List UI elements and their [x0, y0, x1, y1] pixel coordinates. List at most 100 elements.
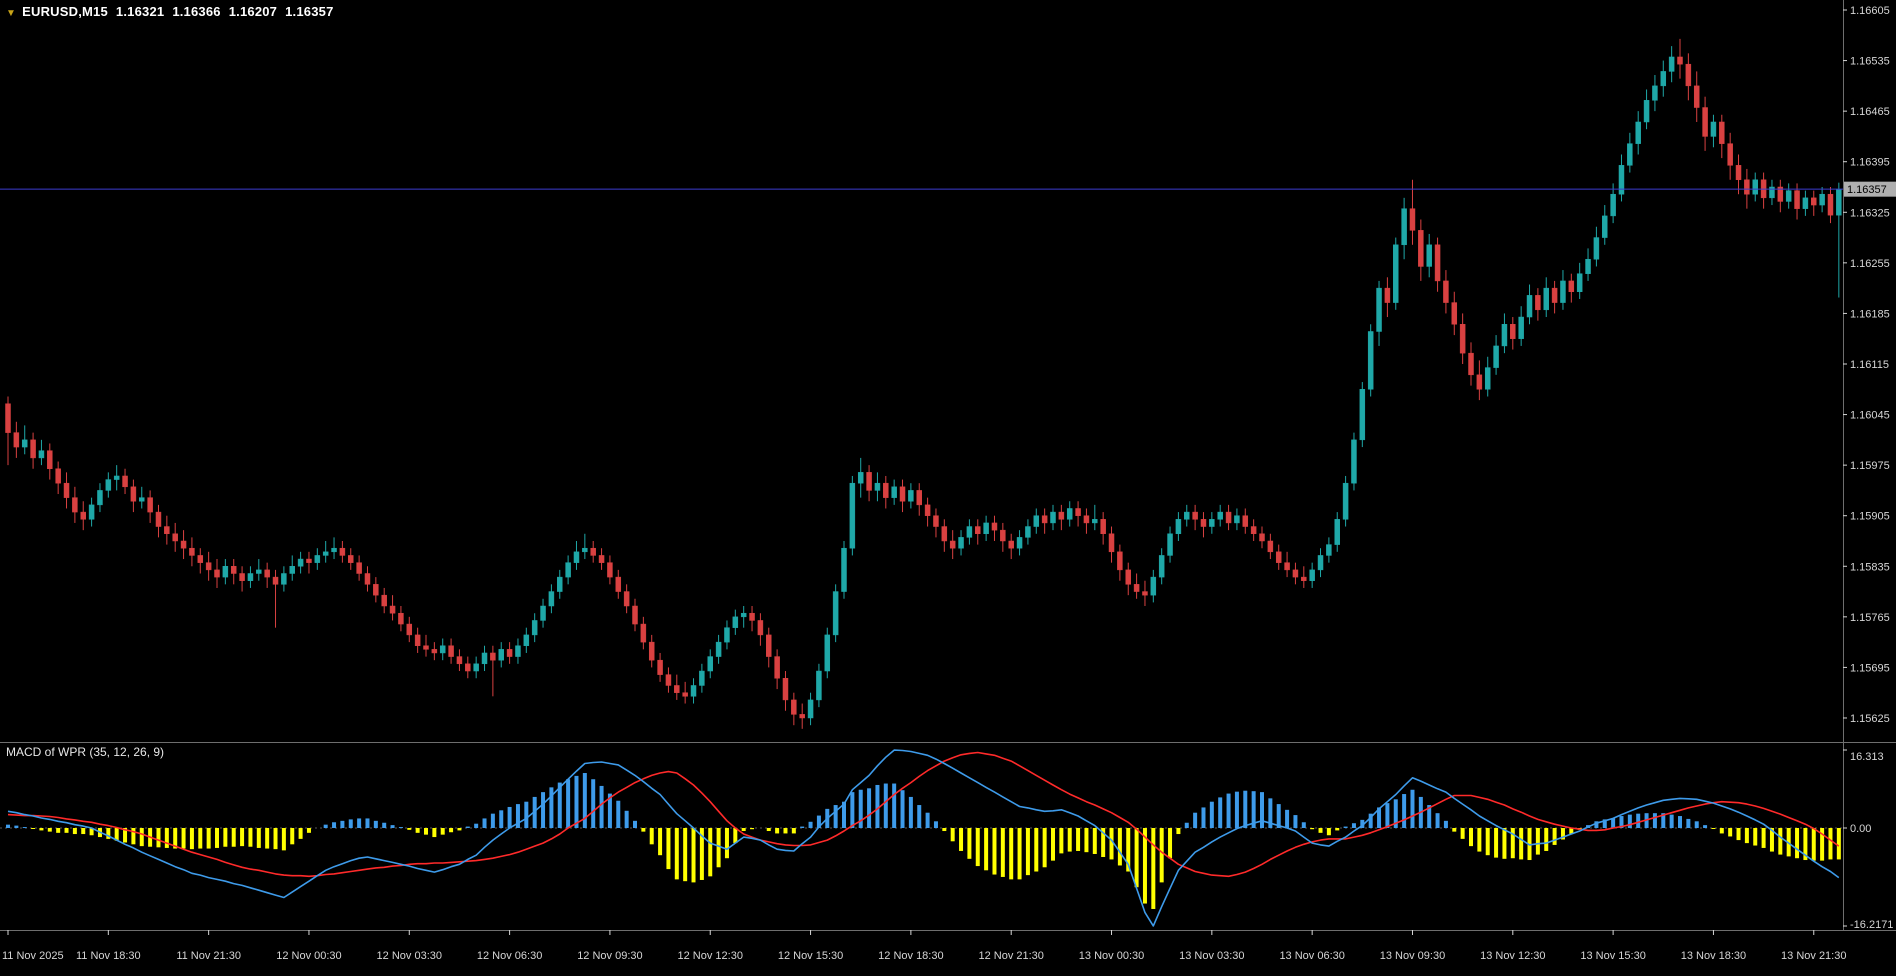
macd-histogram-bar — [1067, 828, 1072, 852]
candle — [607, 562, 613, 578]
indicator-axis-label: 0.00 — [1850, 823, 1871, 835]
macd-histogram-bar — [716, 828, 721, 868]
macd-histogram-bar — [633, 820, 637, 828]
candle — [381, 594, 387, 607]
candle — [55, 468, 61, 484]
macd-histogram-bar — [357, 818, 362, 828]
macd-histogram-bar — [1393, 799, 1398, 828]
candle — [573, 551, 580, 563]
macd-histogram-bar — [1627, 814, 1632, 828]
macd-histogram-bar — [1234, 791, 1239, 828]
macd-histogram-bar — [507, 806, 512, 828]
macd-histogram-bar — [1251, 791, 1256, 828]
symbol-dropdown-icon[interactable]: ▼ — [6, 8, 17, 19]
macd-histogram-bar — [1184, 822, 1189, 828]
candle — [1418, 230, 1424, 267]
candle — [640, 623, 647, 643]
candle — [1108, 533, 1115, 553]
candle — [1710, 121, 1717, 137]
macd-histogram-bar — [281, 828, 286, 851]
candle — [1635, 121, 1641, 144]
macd-histogram-bar — [465, 826, 470, 828]
macd-histogram-bar — [1761, 828, 1766, 848]
macd-histogram-bar — [649, 828, 654, 845]
candle — [1618, 165, 1625, 195]
macd-histogram-bar — [641, 828, 646, 832]
macd-histogram-bar — [892, 783, 897, 828]
time-axis-label: 12 Nov 06:30 — [477, 950, 542, 962]
candle — [757, 620, 764, 636]
candle — [766, 634, 772, 657]
candle — [724, 627, 730, 643]
time-axis[interactable] — [0, 930, 1896, 976]
candle — [80, 511, 86, 520]
macd-histogram-bar — [1360, 819, 1365, 828]
candle — [147, 497, 153, 513]
time-axis-label: 12 Nov 09:30 — [577, 950, 642, 962]
candle — [1777, 186, 1784, 202]
candle — [1334, 519, 1340, 545]
candle — [1133, 584, 1140, 592]
macd-histogram-bar — [724, 828, 729, 859]
macd-histogram-bar — [265, 828, 270, 849]
macd-histogram-bar — [81, 828, 86, 835]
candle — [523, 634, 530, 646]
macd-histogram-bar — [1059, 828, 1064, 854]
candle — [682, 692, 688, 697]
candle — [623, 591, 630, 607]
macd-histogram-bar — [1017, 828, 1022, 880]
candle — [364, 573, 371, 585]
macd-histogram-bar — [1435, 813, 1440, 828]
candle — [799, 714, 805, 719]
candle — [531, 620, 538, 636]
candle — [256, 569, 262, 574]
macd-histogram-bar — [123, 828, 128, 843]
time-axis-label: 11 Nov 21:30 — [176, 950, 241, 962]
macd-histogram-bar — [1402, 794, 1407, 828]
macd-histogram-bar — [373, 820, 378, 828]
candle — [423, 645, 429, 650]
macd-histogram-bar — [64, 828, 69, 833]
candle — [1066, 508, 1073, 520]
candle — [1719, 121, 1725, 144]
candle — [565, 562, 571, 578]
candle — [1342, 482, 1349, 520]
candle — [883, 482, 889, 498]
candle — [398, 612, 404, 625]
macd-histogram-bar — [992, 828, 997, 875]
price-axis-label: 1.15765 — [1850, 612, 1890, 624]
macd-histogram-bar — [766, 828, 771, 832]
candle — [1576, 273, 1583, 292]
candle — [1602, 215, 1608, 238]
price-axis[interactable] — [1843, 0, 1896, 930]
candle — [991, 522, 998, 531]
candle — [916, 490, 922, 506]
macd-histogram-bar — [1410, 789, 1415, 828]
candle — [782, 677, 789, 701]
macd-histogram-bar — [1711, 828, 1716, 829]
indicator-plot-area[interactable] — [0, 742, 1843, 932]
macd-histogram-bar — [1427, 805, 1432, 828]
time-axis-label: 12 Nov 00:30 — [276, 950, 341, 962]
chart-plot-area[interactable] — [0, 0, 1843, 742]
candle — [674, 685, 680, 693]
price-axis-label: 1.16395 — [1850, 157, 1890, 169]
candle — [1092, 519, 1098, 524]
candle — [933, 515, 939, 527]
macd-histogram-bar — [1193, 812, 1198, 828]
price-axis-label: 1.16535 — [1850, 56, 1890, 68]
candle — [1610, 193, 1616, 217]
current-price-tag-label: 1.16357 — [1847, 184, 1887, 196]
macd-histogram-bar — [1544, 828, 1549, 851]
macd-histogram-bar — [850, 792, 855, 828]
price-axis-label: 1.16325 — [1850, 207, 1890, 219]
macd-histogram-bar — [1051, 828, 1055, 861]
macd-histogram-bar — [1385, 803, 1390, 828]
candle — [540, 605, 546, 621]
price-axis-label: 1.16115 — [1850, 359, 1889, 371]
candle — [105, 479, 112, 491]
candle — [1802, 197, 1809, 209]
candle — [72, 497, 78, 513]
macd-histogram-bar — [574, 775, 579, 828]
